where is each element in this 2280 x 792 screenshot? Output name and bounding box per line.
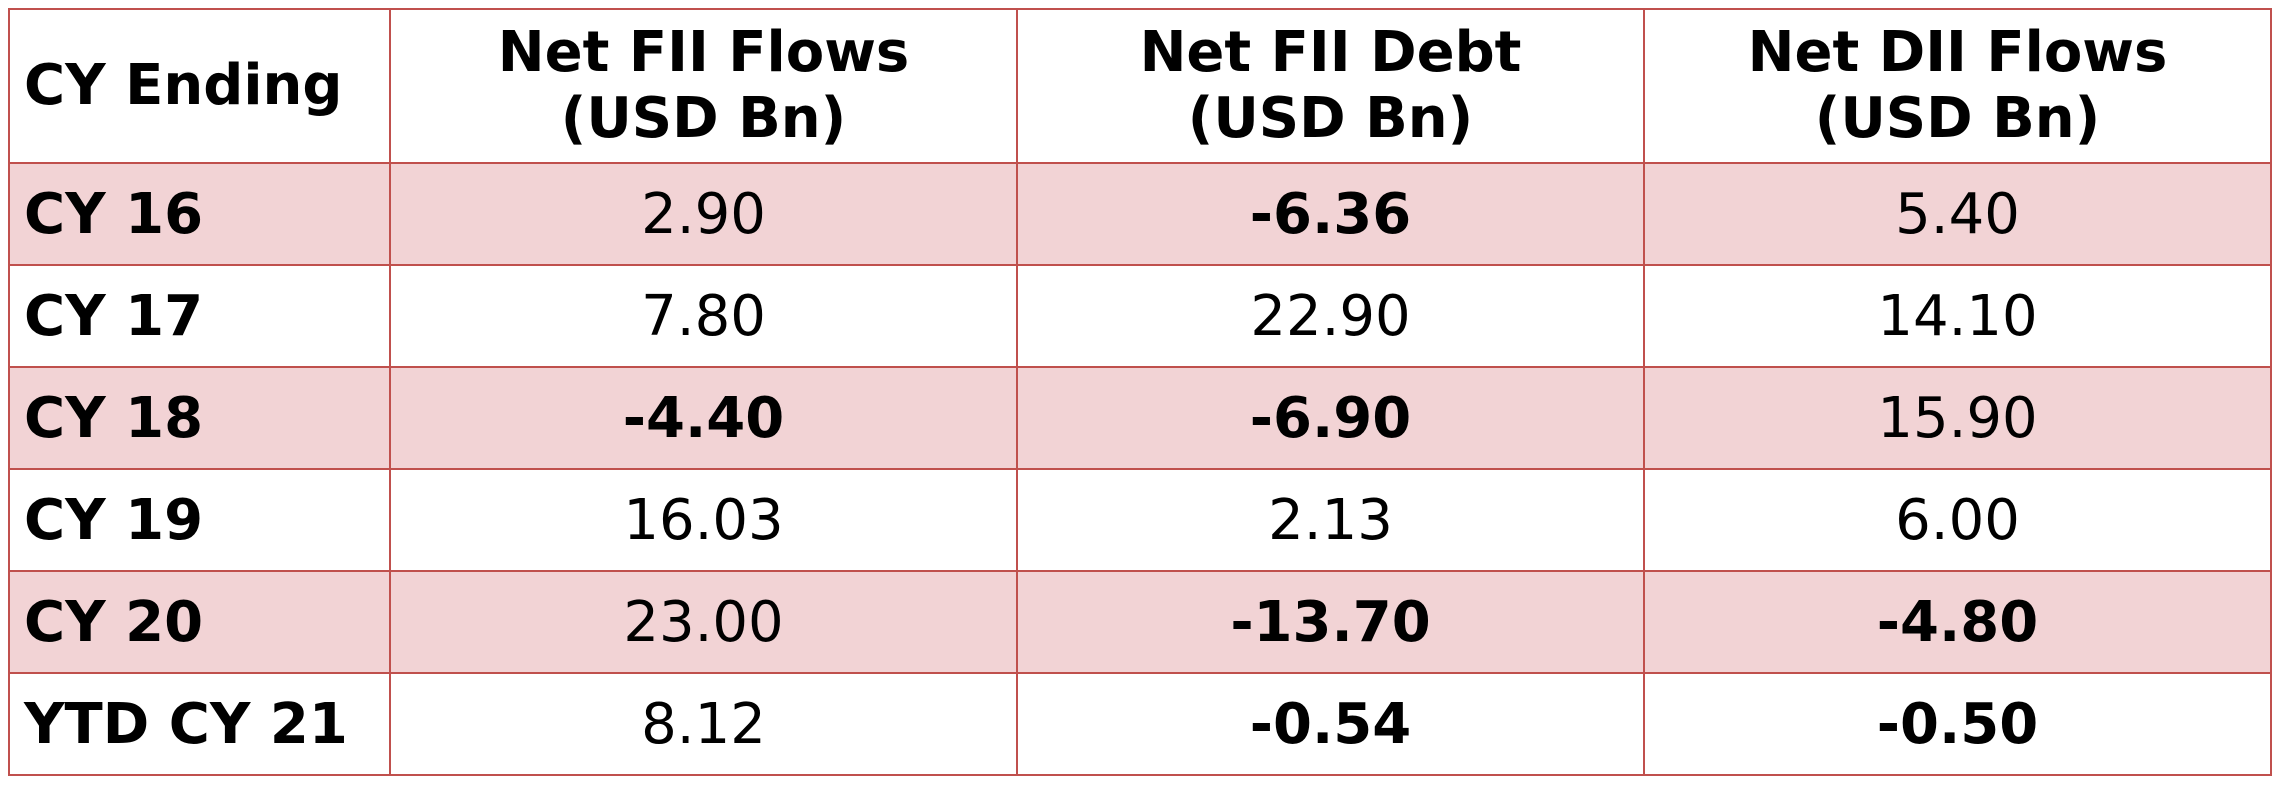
row-label: CY 16 xyxy=(8,162,391,266)
cell-fii-debt: -6.90 xyxy=(1016,366,1645,470)
cell-fii-debt: 22.90 xyxy=(1016,264,1645,368)
cell-fii-flows: 8.12 xyxy=(389,672,1018,776)
header-net-fii-debt-line1: Net FII Debt xyxy=(1139,19,1522,85)
header-row: CY Ending Net FII Flows (USD Bn) Net FII… xyxy=(8,8,2272,164)
cell-fii-flows: 2.90 xyxy=(389,162,1018,266)
cell-fii-flows: 7.80 xyxy=(389,264,1018,368)
table-row: CY 17 7.80 22.90 14.10 xyxy=(8,264,2272,368)
cell-fii-flows: -4.40 xyxy=(389,366,1018,470)
header-net-dii-flows-line1: Net DII Flows xyxy=(1747,19,2168,85)
cell-fii-flows: 16.03 xyxy=(389,468,1018,572)
header-cy-ending: CY Ending xyxy=(8,8,391,164)
row-label: CY 18 xyxy=(8,366,391,470)
header-net-dii-flows-line2: (USD Bn) xyxy=(1814,86,2101,151)
table-row: CY 20 23.00 -13.70 -4.80 xyxy=(8,570,2272,674)
flows-table: CY Ending Net FII Flows (USD Bn) Net FII… xyxy=(8,8,2272,776)
row-label: YTD CY 21 xyxy=(8,672,391,776)
row-label: CY 17 xyxy=(8,264,391,368)
header-net-fii-flows-line2: (USD Bn) xyxy=(560,86,847,151)
header-net-fii-debt-line2: (USD Bn) xyxy=(1187,86,1474,151)
header-cy-ending-label: CY Ending xyxy=(24,52,343,118)
table-row: CY 19 16.03 2.13 6.00 xyxy=(8,468,2272,572)
table-row: CY 18 -4.40 -6.90 15.90 xyxy=(8,366,2272,470)
cell-fii-debt: -6.36 xyxy=(1016,162,1645,266)
header-net-dii-flows: Net DII Flows (USD Bn) xyxy=(1643,8,2272,164)
header-net-fii-debt: Net FII Debt (USD Bn) xyxy=(1016,8,1645,164)
cell-dii-flows: 5.40 xyxy=(1643,162,2272,266)
header-net-fii-flows-line1: Net FII Flows xyxy=(497,19,910,85)
table-row: YTD CY 21 8.12 -0.54 -0.50 xyxy=(8,672,2272,776)
flows-table-container: CY Ending Net FII Flows (USD Bn) Net FII… xyxy=(8,8,2272,776)
cell-fii-debt: -13.70 xyxy=(1016,570,1645,674)
cell-dii-flows: 15.90 xyxy=(1643,366,2272,470)
cell-fii-flows: 23.00 xyxy=(389,570,1018,674)
row-label: CY 19 xyxy=(8,468,391,572)
cell-dii-flows: 14.10 xyxy=(1643,264,2272,368)
cell-dii-flows: -4.80 xyxy=(1643,570,2272,674)
table-row: CY 16 2.90 -6.36 5.40 xyxy=(8,162,2272,266)
cell-fii-debt: 2.13 xyxy=(1016,468,1645,572)
cell-fii-debt: -0.54 xyxy=(1016,672,1645,776)
cell-dii-flows: 6.00 xyxy=(1643,468,2272,572)
header-net-fii-flows: Net FII Flows (USD Bn) xyxy=(389,8,1018,164)
cell-dii-flows: -0.50 xyxy=(1643,672,2272,776)
row-label: CY 20 xyxy=(8,570,391,674)
